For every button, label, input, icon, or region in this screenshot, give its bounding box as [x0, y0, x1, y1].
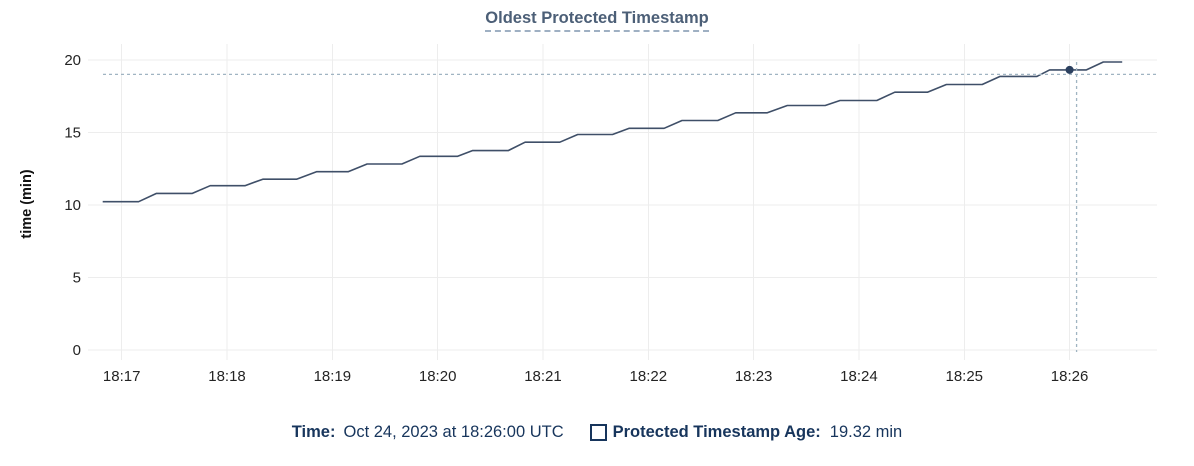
chart-title[interactable]: Oldest Protected Timestamp [485, 9, 709, 32]
y-tick-label: 20 [64, 52, 81, 69]
series-line-protected-timestamp-age [102, 61, 1123, 203]
timeseries-chart-plot-area[interactable]: 0 5 10 15 20 18:17 18:18 18:19 18:20 18:21 18:22 18… [0, 0, 1194, 402]
hover-point-dot [1065, 65, 1074, 74]
x-tick-label: 18:17 [103, 368, 141, 385]
chart-header: Oldest Protected Timestamp [0, 9, 1194, 32]
x-tick-label: 18:24 [840, 368, 878, 385]
x-tick-label: 18:23 [735, 368, 773, 385]
legend-checkbox-icon[interactable] [589, 423, 607, 441]
x-tick-label: 18:26 [1051, 368, 1089, 385]
y-axis-title: time (min) [19, 169, 35, 238]
x-tick-label: 18:25 [945, 368, 983, 385]
legend-item-protected-timestamp-age[interactable]: Protected Timestamp Age: 19.32 min [589, 422, 903, 442]
x-tick-label: 18:22 [630, 368, 668, 385]
y-tick-label: 0 [73, 342, 81, 359]
x-tick-label: 18:20 [419, 368, 457, 385]
y-tick-label: 5 [73, 270, 81, 287]
tooltip-time-label: Time: [291, 423, 336, 441]
y-tick-label: 10 [64, 197, 81, 214]
y-tick-label: 15 [64, 125, 81, 142]
legend-series-label: Protected Timestamp Age: [612, 423, 821, 441]
tooltip-time-value: Oct 24, 2023 at 18:26:00 UTC [343, 423, 564, 441]
tooltip-series-value: 19.32 min [829, 423, 903, 441]
chart-tooltip-legend: Time: Oct 24, 2023 at 18:26:00 UTC Prote… [0, 422, 1194, 442]
x-tick-label: 18:19 [314, 368, 352, 385]
x-tick-label: 18:21 [524, 368, 562, 385]
x-tick-label: 18:18 [208, 368, 246, 385]
